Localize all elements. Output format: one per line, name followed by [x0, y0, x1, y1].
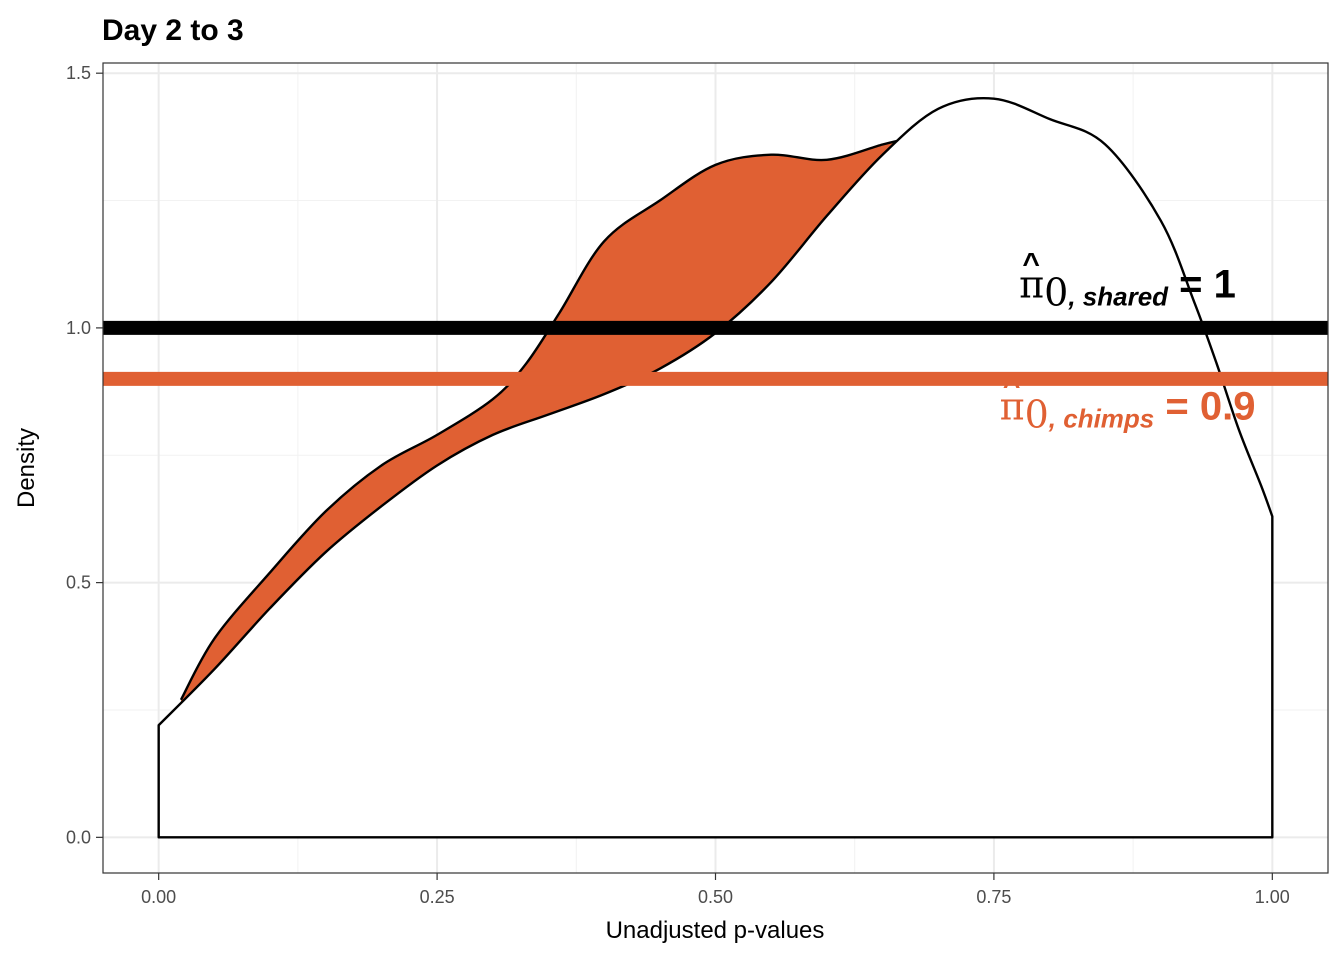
y-tick-label-3: 1.5 [66, 63, 91, 83]
chimps-density-outline [179, 138, 906, 701]
shared-density-area [157, 97, 1274, 839]
x-tick-label-3: 0.75 [976, 887, 1011, 907]
y-axis-title: Density [13, 428, 40, 508]
reference-lines [103, 320, 1328, 386]
annotation-hat-0: ^ [1022, 247, 1040, 280]
x-tick-label-4: 1.00 [1255, 887, 1290, 907]
x-tick-label-1: 0.25 [420, 887, 455, 907]
y-tick-label-0: 0.0 [66, 827, 91, 847]
density-areas [157, 97, 1274, 839]
annotations: π0, shared = 1^π0, chimps = 0.9^ [1000, 247, 1256, 436]
y-tick-label-1: 0.5 [66, 573, 91, 593]
chart-title: Day 2 to 3 [102, 14, 244, 47]
x-axis-title: Unadjusted p-values [606, 917, 825, 944]
axes: 0.00 0.25 0.50 0.75 1.00 0.0 0.5 1.0 1.5 [66, 63, 1290, 907]
y-tick-label-2: 1.0 [66, 318, 91, 338]
annotation-0: π0, shared = 1 [1019, 262, 1236, 314]
x-tick-label-2: 0.50 [698, 887, 733, 907]
annotation-hat-1: ^ [1003, 370, 1021, 403]
annotation-1: π0, chimps = 0.9 [1000, 385, 1256, 437]
x-tick-label-0: 0.00 [141, 887, 176, 907]
